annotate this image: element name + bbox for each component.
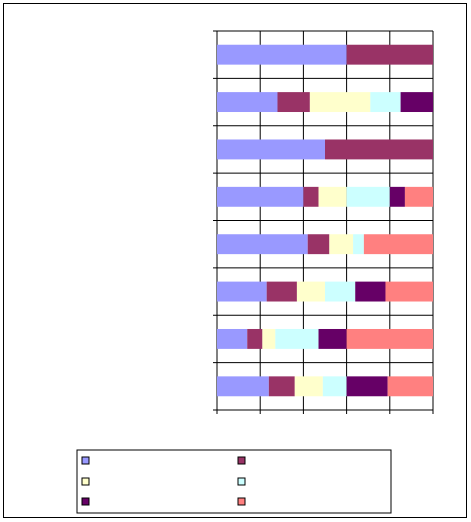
bar-cat7-series5 (318, 328, 347, 349)
bar-cat8-series5 (346, 376, 388, 397)
bar-cat3-series2 (325, 139, 433, 160)
bar-cat4-series6 (404, 186, 433, 207)
bar-cat3-series1 (217, 139, 325, 160)
bar-cat4-series2 (303, 186, 319, 207)
bar-cat6-series6 (385, 281, 433, 302)
bar-cat8-series4 (322, 376, 347, 397)
bar-cat6-series3 (296, 281, 325, 302)
bar-cat7-series3 (262, 328, 276, 349)
bar-cat2-series5 (400, 92, 433, 113)
legend-box (76, 449, 392, 514)
legend-swatch-2 (237, 456, 246, 465)
bar-cat6-series1 (217, 281, 267, 302)
legend-swatch-6 (237, 497, 246, 506)
legend-swatch-1 (81, 456, 90, 465)
bar-cat4-series3 (318, 186, 347, 207)
bar-cat6-series5 (355, 281, 386, 302)
bar-cat8-series6 (387, 376, 433, 397)
bar-cat8-series1 (217, 376, 269, 397)
stacked-bar-chart (76, 30, 434, 514)
bar-cat2-series2 (277, 92, 310, 113)
bar-cat2-series4 (370, 92, 401, 113)
bar-cat5-series6 (363, 234, 433, 255)
bar-cat1-series2 (346, 44, 433, 65)
bar-cat8-series2 (268, 376, 295, 397)
bar-cat6-series4 (325, 281, 356, 302)
bar-cat7-series6 (346, 328, 433, 349)
legend-swatch-5 (81, 497, 90, 506)
bar-cat5-series4 (353, 234, 364, 255)
bar-cat7-series4 (275, 328, 319, 349)
bar-cat2-series1 (217, 92, 278, 113)
bar-cat4-series4 (346, 186, 390, 207)
bar-cat8-series3 (294, 376, 323, 397)
bar-cat5-series3 (329, 234, 354, 255)
bar-cat4-series5 (389, 186, 405, 207)
bar-cat1-series1 (217, 44, 347, 65)
chart-frame (3, 3, 467, 518)
bar-cat5-series2 (307, 234, 330, 255)
bar-cat7-series1 (217, 328, 248, 349)
bar-cat6-series2 (266, 281, 297, 302)
bar-cat5-series1 (217, 234, 308, 255)
bar-cat4-series1 (217, 186, 304, 207)
legend-swatch-4 (237, 477, 246, 486)
legend-swatch-3 (81, 477, 90, 486)
bar-cat7-series2 (247, 328, 263, 349)
bar-cat2-series3 (309, 92, 371, 113)
